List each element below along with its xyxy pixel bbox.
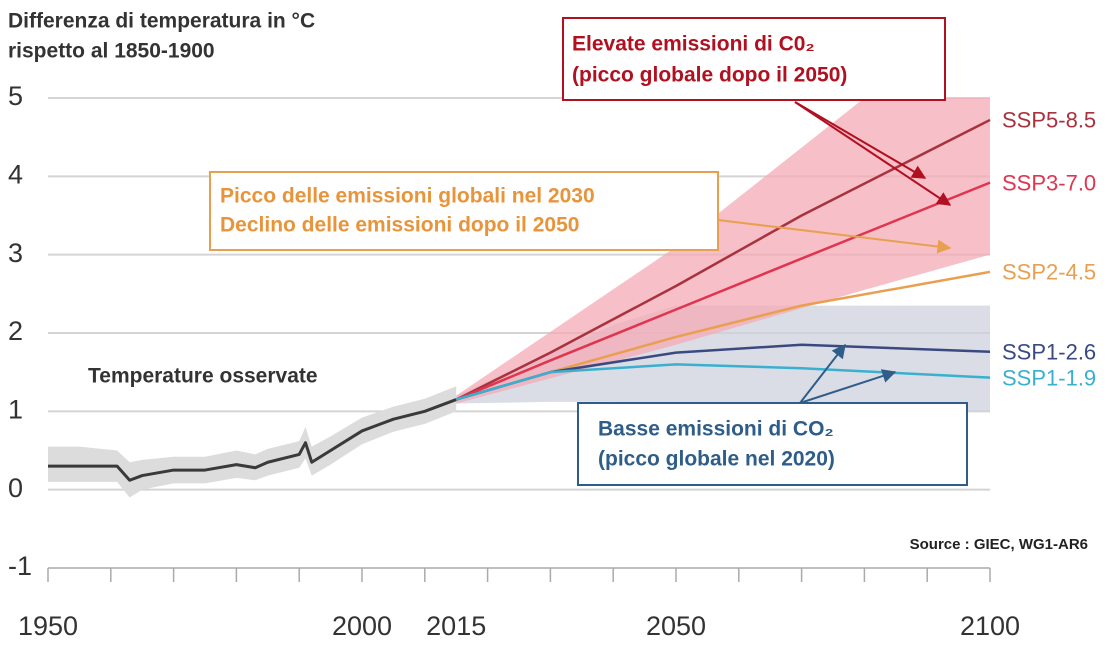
y-tick-label: 5	[8, 81, 23, 111]
annotation: Picco delle emissioni globali nel 2030	[220, 185, 595, 208]
annotation: Declino delle emissioni dopo il 2050	[220, 214, 579, 237]
annotation: (picco globale nel 2020)	[598, 448, 835, 471]
x-tick-label: 2015	[426, 611, 486, 641]
y-tick-label: 0	[8, 473, 23, 503]
annotation: (picco globale dopo il 2050)	[572, 64, 847, 87]
annotation-box	[577, 402, 968, 486]
uncertainty-band	[456, 98, 990, 404]
y-tick-label: 2	[8, 316, 23, 346]
arrow	[799, 369, 897, 404]
y-tick-label: 1	[8, 394, 23, 424]
y-tick-label: -1	[8, 551, 32, 581]
title-line: rispetto al 1850-1900	[8, 40, 215, 63]
observed-band	[48, 386, 457, 498]
annotation-box	[209, 171, 719, 251]
x-tick-label: 2000	[332, 611, 392, 641]
arrow	[799, 343, 846, 404]
arrow	[794, 101, 952, 206]
annotation: Basse emissioni di CO₂	[598, 418, 834, 441]
y-tick-label: 3	[8, 238, 23, 268]
legend-label: SSP2-4.5	[1002, 260, 1096, 285]
annotation: Elevate emissioni di C0₂	[572, 33, 815, 56]
arrow	[717, 219, 952, 254]
scenario-line	[455, 118, 991, 401]
x-tick-label: 2100	[960, 611, 1020, 641]
legend-label: SSP3-7.0	[1002, 170, 1096, 195]
annotation-box	[562, 17, 946, 101]
y-tick-label: 4	[8, 159, 23, 189]
source: Source : GIEC, WG1-AR6	[910, 536, 1088, 553]
plot: 5 4 3 2 1 0 -1 1950 2000 2015 2050 2100 SSP5-8.5 SSP3…	[8, 81, 1096, 641]
legend-label: SSP1-2.6	[1002, 340, 1096, 365]
arrow	[794, 101, 927, 179]
scenario-line	[455, 363, 991, 401]
legend-label: SSP5-8.5	[1002, 108, 1096, 133]
observed-label: Temperature osservate	[88, 365, 318, 388]
x-tick-label: 1950	[18, 611, 78, 641]
title-line: Differenza di temperatura in °C	[8, 10, 315, 33]
legend-label: SSP1-1.9	[1002, 365, 1096, 390]
scenario-line	[455, 181, 991, 401]
x-tick-label: 2050	[646, 611, 706, 641]
observed-line	[48, 398, 457, 482]
